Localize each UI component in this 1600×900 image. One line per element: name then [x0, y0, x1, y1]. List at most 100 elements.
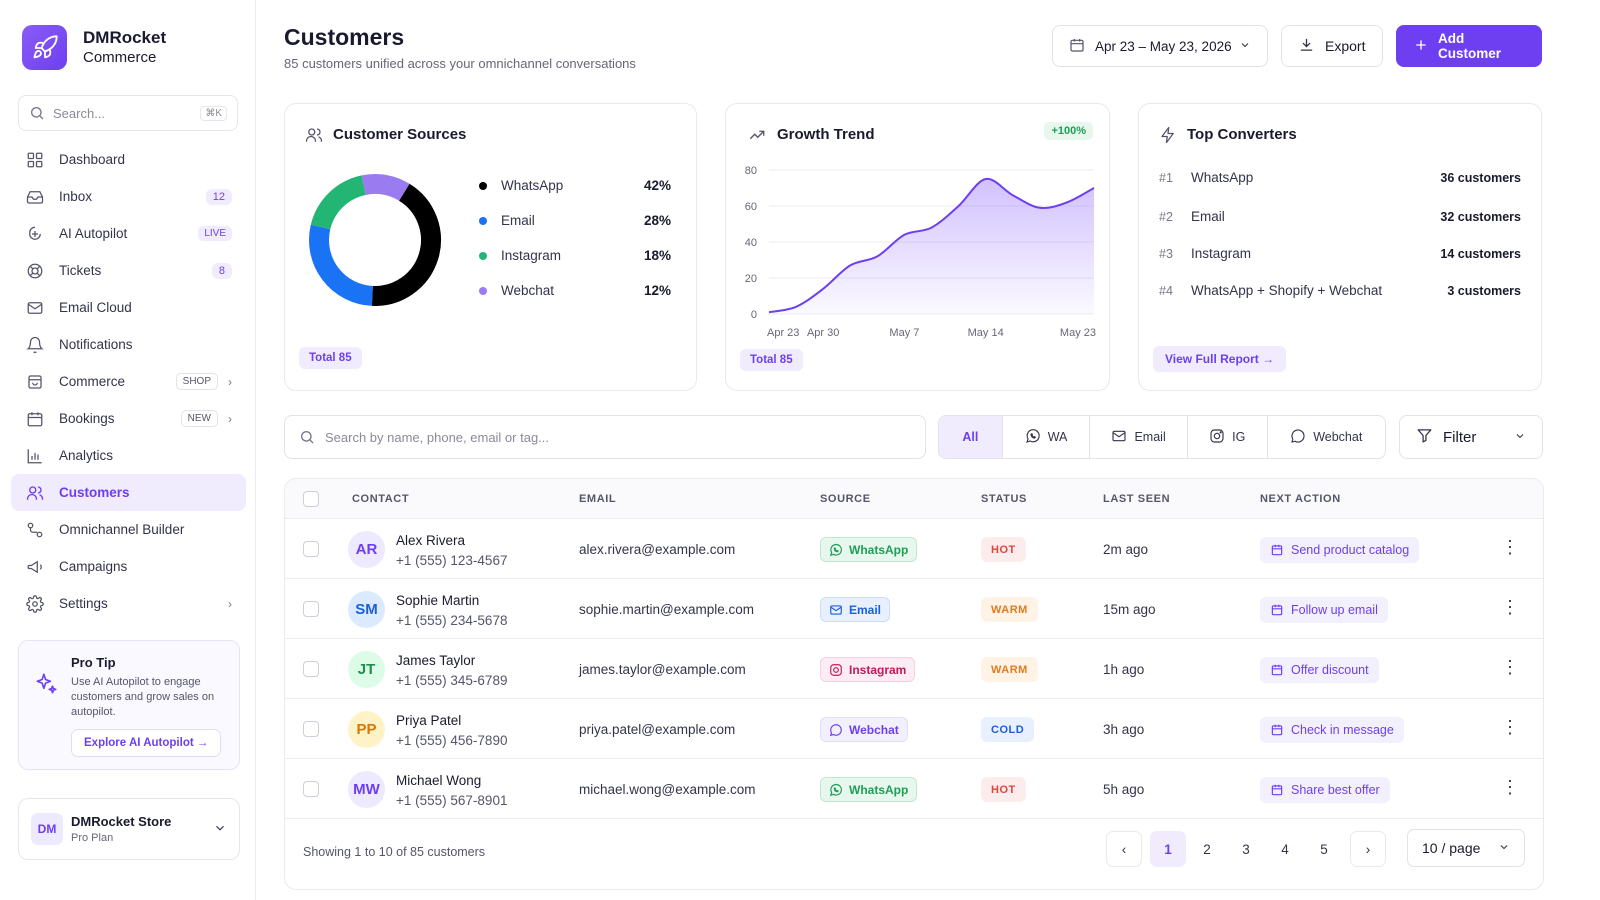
- row-checkbox[interactable]: [303, 721, 319, 737]
- avatar: PP: [348, 711, 385, 748]
- contact-name[interactable]: Priya Patel: [396, 713, 462, 728]
- sidebar-item-email-cloud[interactable]: Email Cloud: [11, 289, 246, 326]
- export-button[interactable]: Export: [1281, 25, 1383, 67]
- column-header[interactable]: STATUS: [981, 493, 1027, 505]
- explore-ai-autopilot-button[interactable]: Explore AI Autopilot →: [71, 729, 222, 757]
- column-header[interactable]: CONTACT: [352, 493, 410, 505]
- page-2-button[interactable]: 2: [1203, 841, 1211, 857]
- donut-slice-webchat[interactable]: [361, 174, 410, 202]
- sidebar-item-notifications[interactable]: Notifications: [11, 326, 246, 363]
- sidebar-item-campaigns[interactable]: Campaigns: [11, 548, 246, 585]
- y-tick-label: 0: [751, 309, 757, 321]
- legend-name: Webchat: [501, 283, 555, 298]
- next-action-label: Offer discount: [1291, 663, 1369, 677]
- growth-area-chart: 80 60 40 20 0 Apr 23 Apr 30 May 7 May 14 May 23: [745, 165, 1096, 339]
- chevron-down-icon: [1498, 840, 1510, 856]
- page-5-button[interactable]: 5: [1320, 841, 1328, 857]
- page-4-button[interactable]: 4: [1281, 841, 1289, 857]
- inbox-icon: [25, 187, 45, 207]
- sidebar-item-commerce[interactable]: Commerce SHOP ›: [11, 363, 246, 400]
- next-action-button[interactable]: Follow up email: [1260, 597, 1388, 623]
- tab-email[interactable]: Email: [1090, 416, 1188, 458]
- pro-tip-title: Pro Tip: [71, 655, 116, 670]
- column-header[interactable]: EMAIL: [579, 493, 617, 505]
- sidebar-item-label: Inbox: [59, 189, 93, 204]
- brand[interactable]: DMRocket Commerce: [22, 25, 166, 70]
- sidebar-item-analytics[interactable]: Analytics: [11, 437, 246, 474]
- column-header[interactable]: LAST SEEN: [1103, 493, 1171, 505]
- add-customer-button[interactable]: Add Customer: [1396, 25, 1542, 67]
- contact-name[interactable]: James Taylor: [396, 653, 476, 668]
- row-checkbox[interactable]: [303, 541, 319, 557]
- table-row[interactable]: MW Michael Wong +1 (555) 567-8901 michael.w…: [285, 759, 1543, 819]
- whatsapp-icon: [829, 543, 842, 556]
- donut-slice-instagram[interactable]: [310, 175, 367, 230]
- next-action-button[interactable]: Share best offer: [1260, 777, 1390, 803]
- filter-label: Filter: [1443, 428, 1477, 446]
- converter-count: 14 customers: [1440, 246, 1521, 261]
- customer-search-input[interactable]: Search by name, phone, email or tag...: [284, 415, 926, 459]
- more-options-icon[interactable]: ⋮: [1501, 657, 1519, 677]
- sidebar-item-bookings[interactable]: Bookings NEW ›: [11, 400, 246, 437]
- row-checkbox[interactable]: [303, 661, 319, 677]
- sidebar-item-settings[interactable]: Settings ›: [11, 585, 246, 622]
- row-checkbox[interactable]: [303, 781, 319, 797]
- users-icon: [25, 483, 45, 503]
- next-action-button[interactable]: Send product catalog: [1260, 537, 1420, 563]
- table-row[interactable]: JT James Taylor +1 (555) 345-6789 james.tay…: [285, 639, 1543, 699]
- customer-sources-title: Customer Sources: [333, 126, 467, 143]
- table-row[interactable]: PP Priya Patel +1 (555) 456-7890 priya.pate…: [285, 699, 1543, 759]
- table-row[interactable]: AR Alex Rivera +1 (555) 123-4567 alex.river…: [285, 519, 1543, 579]
- next-action-button[interactable]: Offer discount: [1260, 657, 1379, 683]
- sidebar-item-omnichannel-builder[interactable]: Omnichannel Builder: [11, 511, 246, 548]
- tab-whatsapp[interactable]: WA: [1003, 416, 1091, 458]
- source-badge: WhatsApp: [820, 537, 918, 562]
- view-full-report-button[interactable]: View Full Report →: [1153, 346, 1287, 372]
- sidebar-item-tickets[interactable]: Tickets 8: [11, 252, 246, 289]
- more-options-icon[interactable]: ⋮: [1501, 537, 1519, 557]
- x-tick-label: May 7: [889, 327, 919, 339]
- date-range-picker[interactable]: Apr 23 – May 23, 2026: [1052, 25, 1268, 67]
- column-header[interactable]: SOURCE: [820, 493, 871, 505]
- contact-name[interactable]: Michael Wong: [396, 773, 482, 788]
- sidebar-item-label: Customers: [59, 485, 130, 500]
- next-action-button[interactable]: Check in message: [1260, 717, 1404, 743]
- megaphone-icon: [25, 557, 45, 577]
- tab-instagram[interactable]: IG: [1188, 416, 1268, 458]
- tab-all[interactable]: All: [939, 416, 1003, 458]
- tab-webchat[interactable]: Webchat: [1268, 416, 1385, 458]
- donut-slice-whatsapp[interactable]: [371, 183, 441, 306]
- page-title: Customers: [284, 24, 405, 50]
- chat-icon: [829, 723, 842, 736]
- filter-icon: [1416, 427, 1433, 448]
- customer-search-placeholder: Search by name, phone, email or tag...: [325, 429, 550, 445]
- select-all-checkbox[interactable]: [303, 491, 319, 507]
- contact-name[interactable]: Sophie Martin: [396, 593, 480, 608]
- page-1-button[interactable]: 1: [1150, 831, 1186, 867]
- download-icon: [1298, 36, 1315, 56]
- sidebar-item-customers[interactable]: Customers: [11, 474, 246, 511]
- contact-name[interactable]: Alex Rivera: [396, 533, 466, 548]
- table-row[interactable]: SM Sophie Martin +1 (555) 234-5678 sophie.m…: [285, 579, 1543, 639]
- chevron-down-icon: [1514, 429, 1526, 446]
- more-options-icon[interactable]: ⋮: [1501, 777, 1519, 797]
- status-badge: COLD: [981, 717, 1035, 742]
- page-3-button[interactable]: 3: [1242, 841, 1250, 857]
- per-page-select[interactable]: 10 / page: [1407, 829, 1525, 867]
- x-tick-label: May 14: [968, 327, 1004, 339]
- next-page-button[interactable]: ›: [1350, 831, 1386, 867]
- filter-dropdown[interactable]: Filter: [1399, 415, 1543, 459]
- column-header[interactable]: NEXT ACTION: [1260, 493, 1341, 505]
- sidebar-search-input[interactable]: Search... ⌘K: [18, 95, 238, 131]
- prev-page-button[interactable]: ‹: [1106, 831, 1142, 867]
- more-options-icon[interactable]: ⋮: [1501, 597, 1519, 617]
- legend-percent: 28%: [643, 213, 671, 228]
- converter-count: 36 customers: [1440, 170, 1521, 185]
- sidebar-item-ai-autopilot[interactable]: AI Autopilot LIVE: [11, 215, 246, 252]
- sidebar-item-dashboard[interactable]: Dashboard: [11, 141, 246, 178]
- store-switcher[interactable]: DM DMRocket Store Pro Plan: [18, 798, 240, 860]
- donut-slice-email[interactable]: [309, 224, 374, 306]
- more-options-icon[interactable]: ⋮: [1501, 717, 1519, 737]
- row-checkbox[interactable]: [303, 601, 319, 617]
- sidebar-item-inbox[interactable]: Inbox 12: [11, 178, 246, 215]
